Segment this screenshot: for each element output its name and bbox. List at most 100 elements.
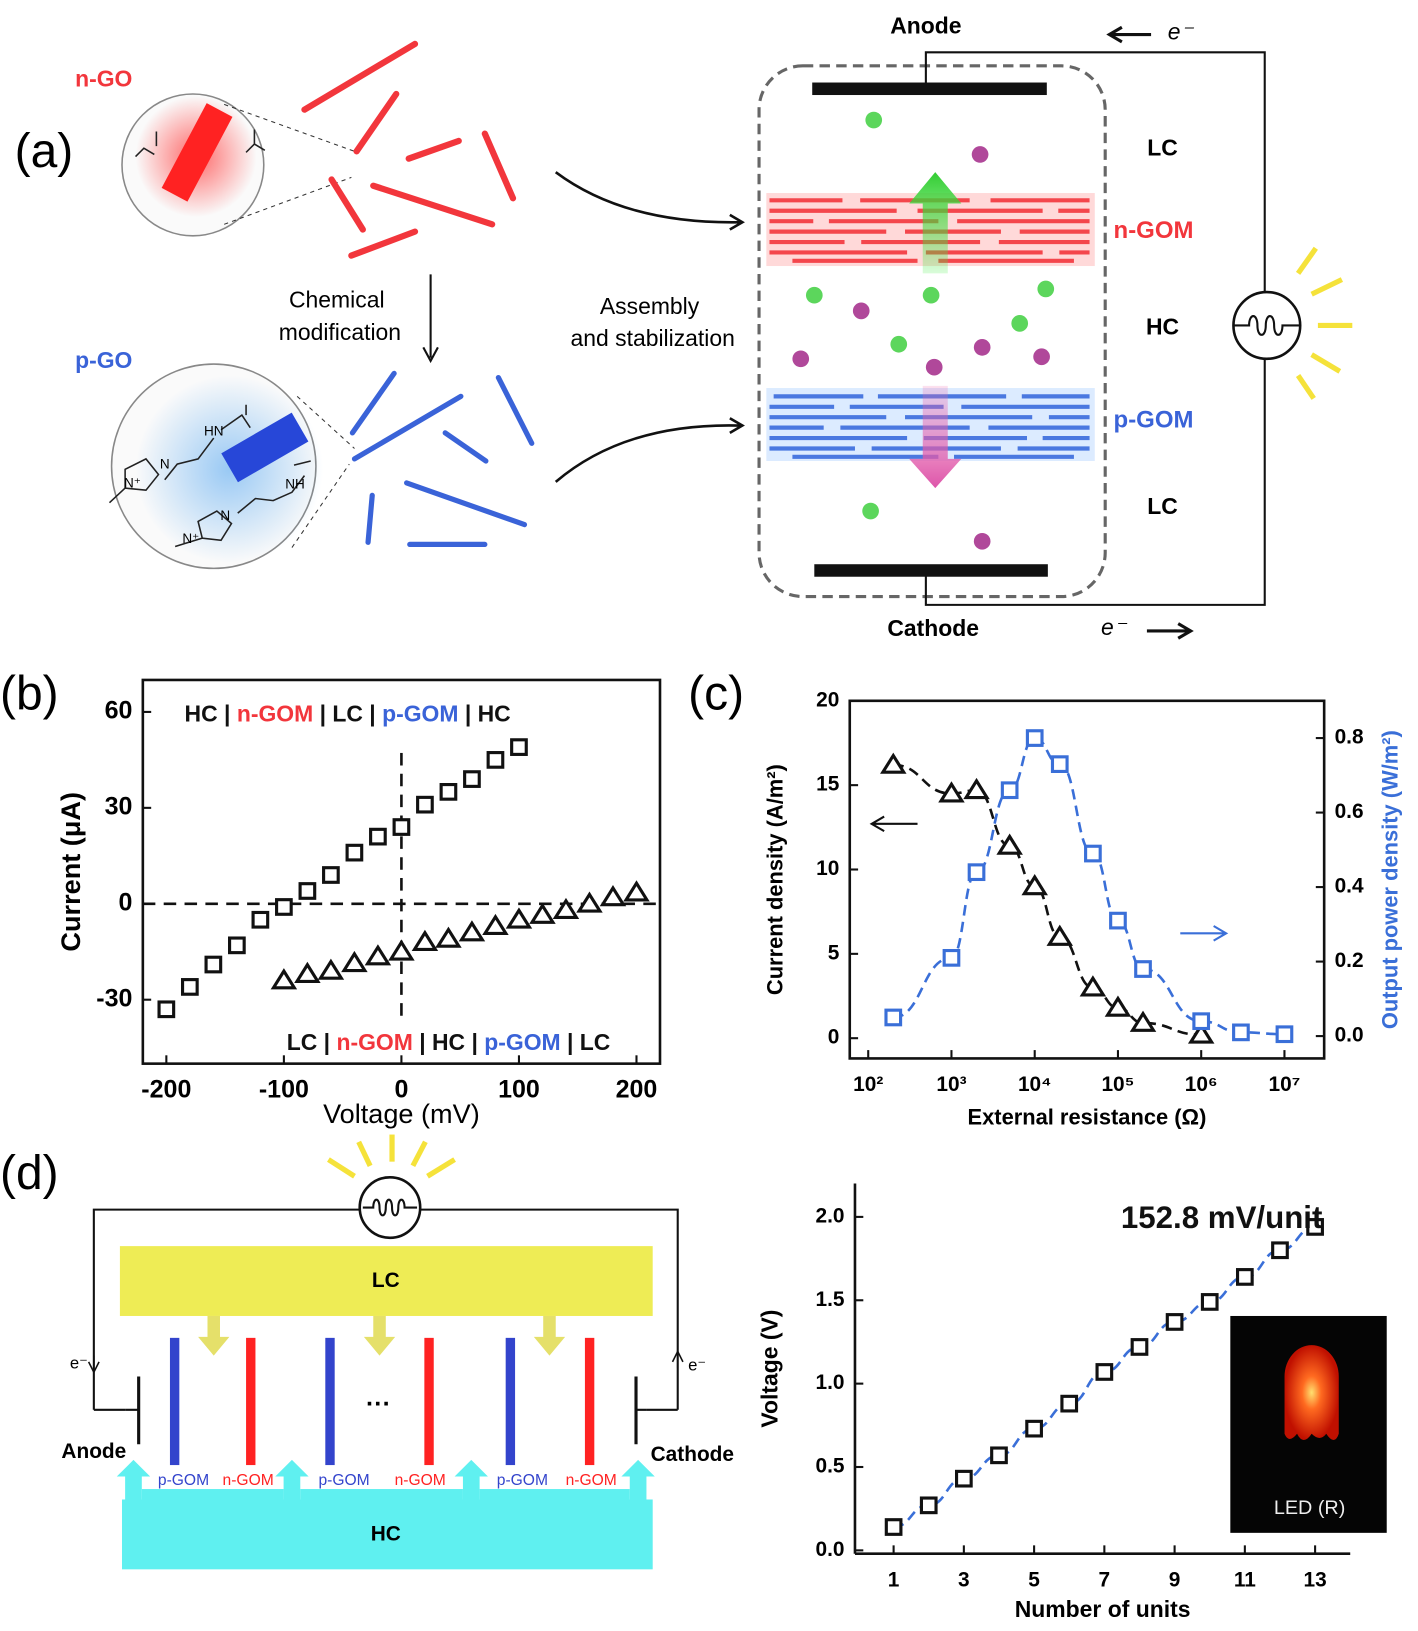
y-axis-label: Voltage (V): [757, 1310, 783, 1428]
point: [411, 929, 439, 952]
point: [1046, 924, 1074, 946]
point: [317, 958, 345, 980]
point: [967, 863, 986, 882]
layer-label: n-GOM: [1114, 217, 1194, 244]
point: [1130, 1338, 1149, 1356]
x-tick-label: 0: [394, 1075, 408, 1103]
point: [364, 944, 392, 966]
point: [345, 843, 364, 862]
y-tick-label: 20: [816, 688, 839, 711]
lc-reservoir: [119, 1246, 653, 1316]
point: [270, 968, 298, 990]
led: [1284, 1345, 1339, 1441]
annotation-part: | LC |: [320, 700, 376, 726]
point: [919, 1496, 938, 1515]
x-tick-label: -200: [141, 1075, 191, 1103]
annotation-part: | HC |: [419, 1029, 478, 1055]
y-tick-label: 1.0: [816, 1371, 845, 1394]
label: e⁻: [1168, 19, 1195, 45]
chem-label: N⁺: [182, 531, 199, 546]
zoom-line: [291, 463, 350, 548]
point: [505, 907, 533, 929]
label: Cathode: [651, 1443, 734, 1466]
x-tick-label: 10⁵: [1101, 1073, 1134, 1096]
x-tick-label: 10²: [853, 1073, 883, 1096]
y2-tick-label: 0.6: [1335, 800, 1364, 823]
arrow: [1106, 25, 1152, 44]
point: [1187, 1022, 1215, 1044]
membranes: [169, 1337, 595, 1466]
panel-a: n-GO Chemical modification p-GO HN NH N: [75, 12, 1353, 641]
point: [1129, 1010, 1157, 1032]
y-tick-label: -30: [96, 984, 132, 1012]
chem-label: N: [160, 457, 170, 472]
point: [298, 882, 317, 900]
annotation: HC | n-GOM | LC | p-GOM | HC: [185, 700, 511, 726]
anode: [812, 82, 1047, 96]
axis-arrow: [1180, 925, 1229, 942]
fit-line: [893, 763, 1202, 1037]
annotation: LC | n-GOM | HC | p-GOM | LC: [287, 1029, 611, 1055]
point: [1060, 1394, 1079, 1413]
label: modification: [279, 319, 401, 345]
point: [990, 1446, 1008, 1465]
membrane-label: n-GOM: [223, 1472, 274, 1489]
point: [369, 827, 387, 846]
label: n-GO: [75, 65, 132, 91]
point: [204, 955, 223, 974]
membrane-label: p-GOM: [497, 1472, 548, 1489]
annotation-part: p-GOM: [382, 700, 458, 726]
point: [880, 752, 907, 774]
inset-label: LED (R): [1274, 1497, 1346, 1519]
panel-label: (c): [688, 667, 744, 720]
y-tick-label: 2.0: [816, 1204, 845, 1227]
y-tick-label: 1.5: [816, 1288, 845, 1311]
point: [1134, 960, 1152, 978]
point: [1200, 1293, 1219, 1311]
point: [1000, 781, 1019, 800]
y-axis-label: Current density (A/m²): [763, 764, 788, 995]
x-tick-label: 10⁶: [1185, 1073, 1218, 1096]
x-axis-label: Voltage (mV): [323, 1098, 480, 1129]
layer-label: p-GOM: [1114, 407, 1194, 434]
x-tick-label: 10⁷: [1269, 1073, 1301, 1096]
label: LC: [372, 1269, 400, 1292]
cathode: [814, 564, 1048, 577]
label: e⁻: [70, 1353, 88, 1372]
point: [463, 770, 481, 788]
chem-label: NH: [285, 477, 305, 492]
annotation: 152.8 mV/unit: [1121, 1200, 1323, 1235]
point: [510, 738, 528, 756]
x-tick-label: 3: [958, 1568, 970, 1591]
arrow: [554, 171, 745, 231]
annotation-part: n-GOM: [237, 700, 313, 726]
cell: [757, 64, 1107, 599]
chem-bonds: [108, 404, 311, 548]
light-rays: [1295, 246, 1353, 400]
chem-bonds: [134, 129, 266, 158]
point: [439, 783, 458, 801]
label: p-GO: [75, 347, 132, 373]
point: [1050, 755, 1069, 774]
x-axis-label: External resistance (Ω): [968, 1105, 1207, 1130]
chem-label: N: [220, 508, 230, 523]
annotation-part: HC |: [185, 700, 231, 726]
label: ···: [366, 1390, 391, 1418]
point: [228, 936, 246, 955]
membrane-label: p-GOM: [158, 1472, 209, 1489]
arrow: [671, 1349, 684, 1369]
label: Cathode: [887, 615, 979, 641]
point: [1079, 975, 1107, 997]
point: [942, 948, 961, 967]
go-sheet: [161, 103, 233, 202]
panel-d-diagram: e⁻ e⁻ LC ··· HC p-GOM n-GOM p-GOM n-GOM …: [61, 1134, 734, 1570]
x-tick-label: 100: [498, 1075, 540, 1103]
filament: [1233, 315, 1301, 336]
point: [294, 961, 321, 983]
y-tick-label: 0: [118, 888, 132, 916]
y-axis-label: Current (μA): [55, 792, 86, 952]
point: [180, 978, 199, 996]
point: [157, 1000, 176, 1019]
layer-label: HC: [1146, 314, 1179, 340]
point: [884, 1518, 903, 1536]
